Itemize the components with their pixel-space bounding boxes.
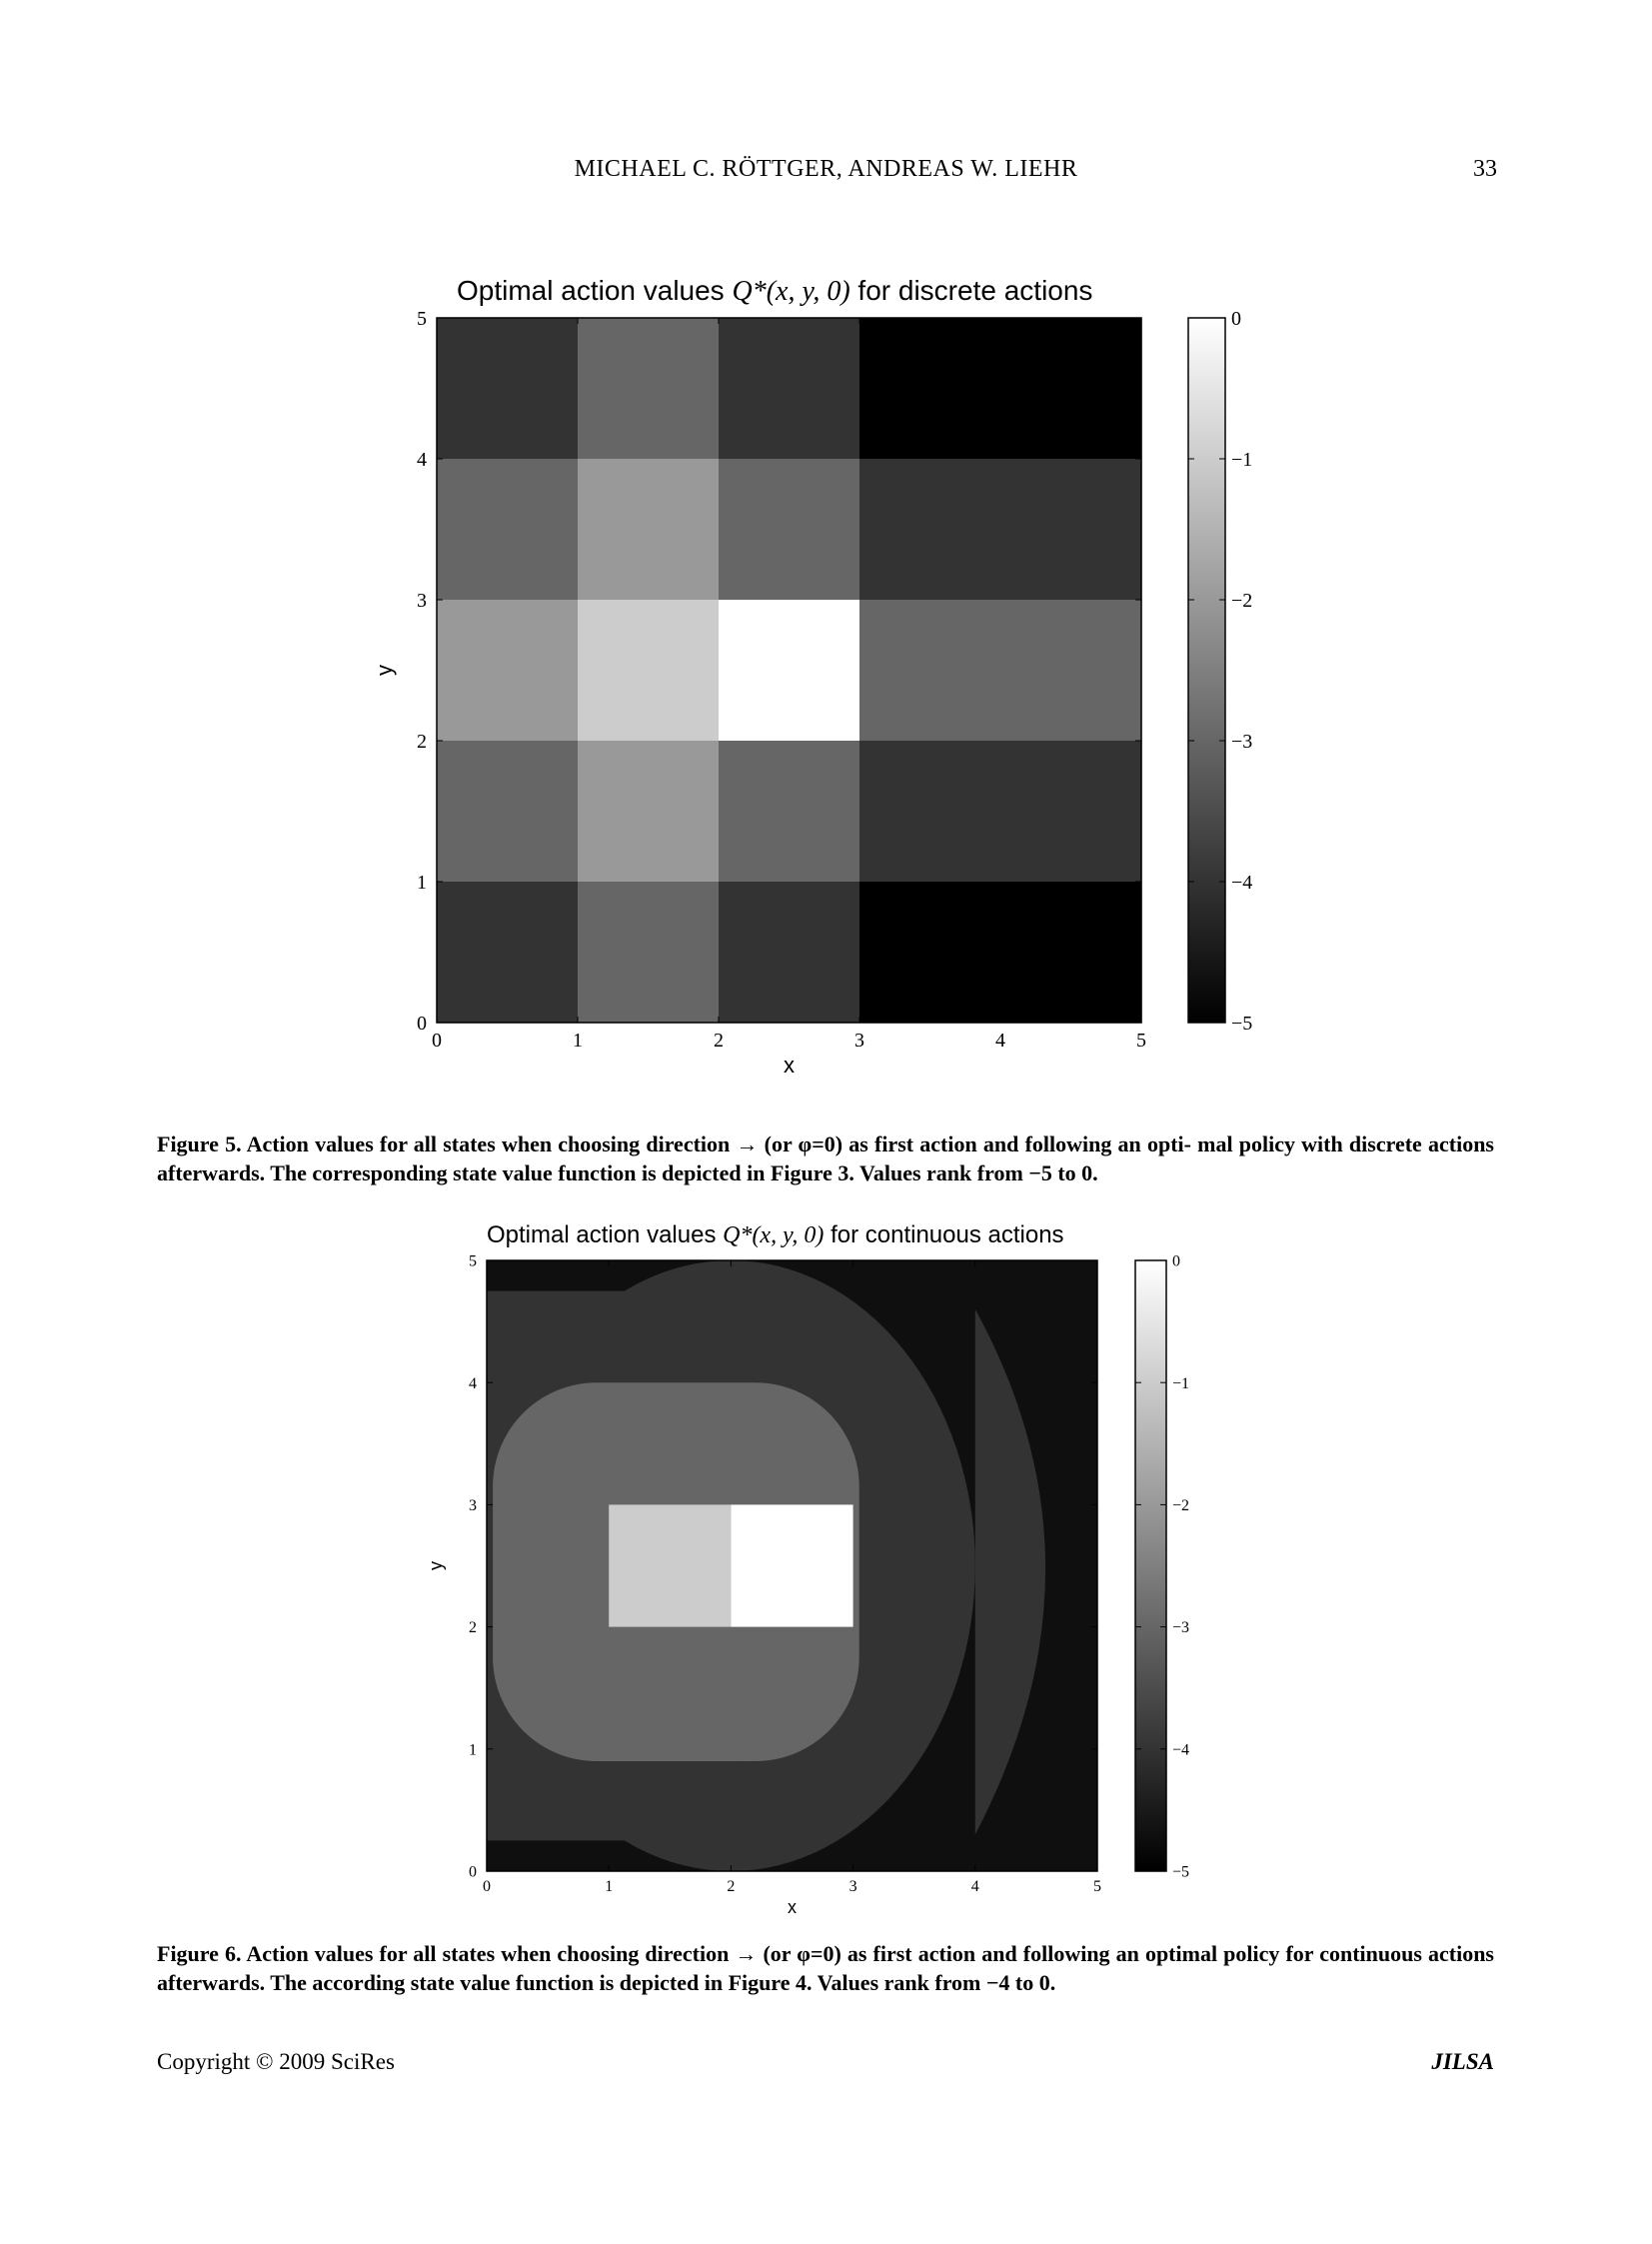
y-tick-label: 3 [469, 1497, 477, 1514]
page-header: MICHAEL C. RÖTTGER, ANDREAS W. LIEHR 33 [0, 156, 1652, 186]
heatmap-cell [437, 459, 579, 601]
figure-5-chart: Optimal action values Q*(x, y, 0) for di… [372, 275, 1252, 1078]
colorbar-tick-label: 0 [1172, 1253, 1180, 1270]
heatmap-center-right-cell [731, 1504, 853, 1627]
chart-title: Optimal action values Q*(x, y, 0) for co… [487, 1221, 1064, 1248]
heatmap-cell [859, 882, 1001, 1024]
y-tick-label: 5 [417, 308, 427, 330]
x-tick-label: 1 [573, 1030, 583, 1052]
heatmap-center-left-cell [609, 1504, 732, 1627]
figure-6-chart: Optimal action values Q*(x, y, 0) for co… [426, 1221, 1189, 1917]
heatmap-regions [487, 1260, 1097, 1871]
heatmap-cell [719, 600, 860, 742]
y-axis-label: y [372, 665, 397, 676]
heatmap-cell [437, 600, 579, 742]
x-tick-label: 3 [849, 1878, 857, 1895]
colorbar-tick-label: −1 [1172, 1375, 1189, 1392]
page-number: 33 [1473, 156, 1497, 182]
heatmap-cell [859, 459, 1001, 601]
journal-name: JILSA [1431, 2049, 1494, 2074]
colorbar-tick-label: −2 [1231, 590, 1252, 612]
x-axis-label: x [784, 1053, 795, 1078]
x-tick-label: 2 [727, 1878, 735, 1895]
colorbar [1134, 1259, 1167, 1872]
x-tick-label: 4 [995, 1030, 1005, 1052]
heatmap-cell [1000, 459, 1142, 601]
heatmap-cell [1000, 882, 1142, 1024]
heatmap-cell [437, 882, 579, 1024]
plot-frame [486, 1259, 1098, 1872]
colorbar-tick-label: −2 [1172, 1497, 1189, 1514]
y-tick-label: 2 [469, 1619, 477, 1636]
chart-title: Optimal action values Q*(x, y, 0) for di… [457, 275, 1092, 307]
heatmap-cell [1000, 741, 1142, 883]
heatmap-cell [859, 600, 1001, 742]
y-tick-label: 1 [417, 872, 427, 894]
heatmap-cell [719, 741, 860, 883]
x-tick-label: 0 [483, 1878, 491, 1895]
heatmap-cell [578, 459, 720, 601]
y-tick-label: 4 [417, 449, 427, 471]
x-tick-label: 2 [714, 1030, 724, 1052]
x-tick-label: 3 [854, 1030, 864, 1052]
y-tick-label: 0 [417, 1013, 427, 1035]
heatmap-cell [578, 318, 720, 460]
y-tick-label: 4 [469, 1375, 477, 1392]
heatmap-cell [719, 882, 860, 1024]
heatmap-cell [719, 318, 860, 460]
heatmap-cell [437, 318, 579, 460]
y-tick-label: 1 [469, 1741, 477, 1758]
colorbar-tick-label: −5 [1231, 1013, 1252, 1035]
x-tick-label: 5 [1136, 1030, 1146, 1052]
x-tick-label: 5 [1093, 1878, 1101, 1895]
x-tick-label: 1 [605, 1878, 613, 1895]
y-tick-label: 0 [469, 1864, 477, 1881]
copyright-notice: Copyright © 2009 SciRes [157, 2049, 395, 2074]
figure-6-caption: Figure 6. Action values for all states w… [157, 1941, 1494, 1995]
heatmap-cell [578, 600, 720, 742]
running-header-authors: MICHAEL C. RÖTTGER, ANDREAS W. LIEHR [574, 156, 1078, 182]
page-footer: Copyright © 2009 SciRes JILSA [157, 2049, 1494, 2079]
colorbar [1187, 317, 1226, 1024]
heatmap-right-lens [974, 1308, 1046, 1835]
y-axis-label: y [426, 1561, 446, 1570]
heatmap-cell [859, 741, 1001, 883]
colorbar-tick-label: 0 [1231, 308, 1241, 330]
plot-frame [436, 317, 1142, 1024]
x-tick-label: 4 [971, 1878, 979, 1895]
y-tick-label: 2 [417, 731, 427, 753]
colorbar-tick-label: −3 [1172, 1619, 1189, 1636]
x-tick-label: 0 [432, 1030, 442, 1052]
heatmap-cell [859, 318, 1001, 460]
figure-5-caption: Figure 5. Action values for all states w… [157, 1131, 1494, 1185]
heatmap-cell [437, 741, 579, 883]
colorbar-tick-label: −3 [1231, 731, 1252, 753]
heatmap-cell [578, 741, 720, 883]
heatmap-cell [1000, 318, 1142, 460]
heatmap-cell [719, 459, 860, 601]
y-tick-label: 5 [469, 1253, 477, 1270]
heatmap-cell [578, 882, 720, 1024]
heatmap-cell [1000, 600, 1142, 742]
colorbar-tick-label: −1 [1231, 449, 1252, 471]
colorbar-tick-label: −5 [1172, 1864, 1189, 1881]
y-tick-label: 3 [417, 590, 427, 612]
colorbar-tick-label: −4 [1172, 1741, 1189, 1758]
x-axis-label: x [788, 1897, 797, 1917]
colorbar-tick-label: −4 [1231, 872, 1252, 894]
